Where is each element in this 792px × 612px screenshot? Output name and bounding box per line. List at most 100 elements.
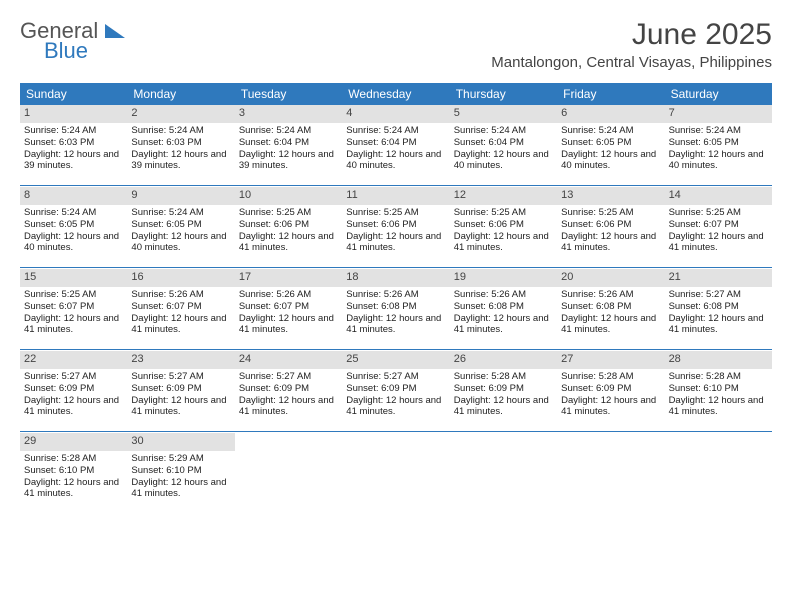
sunrise-text: Sunrise: 5:24 AM (22, 207, 125, 219)
calendar-cell: 25Sunrise: 5:27 AMSunset: 6:09 PMDayligh… (342, 351, 449, 431)
sunset-text: Sunset: 6:09 PM (452, 383, 555, 395)
sunrise-text: Sunrise: 5:27 AM (129, 371, 232, 383)
calendar-cell (450, 433, 557, 513)
day-header: Tuesday (235, 83, 342, 105)
day-number: 28 (665, 351, 772, 369)
sunset-text: Sunset: 6:04 PM (452, 137, 555, 149)
daylight-text: Daylight: 12 hours and 41 minutes. (559, 395, 662, 419)
calendar-cell: 12Sunrise: 5:25 AMSunset: 6:06 PMDayligh… (450, 187, 557, 267)
day-number: 17 (235, 269, 342, 287)
logo-triangle-icon (105, 25, 125, 42)
sunset-text: Sunset: 6:06 PM (237, 219, 340, 231)
day-number: 8 (20, 187, 127, 205)
day-number: 4 (342, 105, 449, 123)
calendar-cell: 18Sunrise: 5:26 AMSunset: 6:08 PMDayligh… (342, 269, 449, 349)
sunset-text: Sunset: 6:07 PM (129, 301, 232, 313)
sunrise-text: Sunrise: 5:24 AM (22, 125, 125, 137)
day-number: 22 (20, 351, 127, 369)
calendar-cell: 17Sunrise: 5:26 AMSunset: 6:07 PMDayligh… (235, 269, 342, 349)
calendar-cell: 16Sunrise: 5:26 AMSunset: 6:07 PMDayligh… (127, 269, 234, 349)
calendar-cell (342, 433, 449, 513)
sunset-text: Sunset: 6:04 PM (344, 137, 447, 149)
sunset-text: Sunset: 6:10 PM (667, 383, 770, 395)
day-number: 20 (557, 269, 664, 287)
daylight-text: Daylight: 12 hours and 40 minutes. (559, 149, 662, 173)
sunset-text: Sunset: 6:08 PM (344, 301, 447, 313)
daylight-text: Daylight: 12 hours and 41 minutes. (22, 395, 125, 419)
daylight-text: Daylight: 12 hours and 41 minutes. (344, 231, 447, 255)
calendar-cell: 28 Sunrise: 5:28 AMSunset: 6:10 PMDayligh… (665, 351, 772, 431)
day-number: 7 (665, 105, 772, 123)
daylight-text: Daylight: 12 hours and 40 minutes. (452, 149, 555, 173)
header: General Blue June 2025 Mantalongon, Cent… (0, 0, 792, 75)
sunrise-text: Sunrise: 5:27 AM (22, 371, 125, 383)
daylight-text: Daylight: 12 hours and 41 minutes. (22, 477, 125, 501)
daylight-text: Daylight: 12 hours and 41 minutes. (452, 395, 555, 419)
week-row: 22Sunrise: 5:27 AMSunset: 6:09 PMDayligh… (20, 351, 772, 432)
day-number: 24 (235, 351, 342, 369)
calendar-cell: 3Sunrise: 5:24 AMSunset: 6:04 PMDaylight… (235, 105, 342, 185)
day-number: 15 (20, 269, 127, 287)
sunset-text: Sunset: 6:05 PM (667, 137, 770, 149)
daylight-text: Daylight: 12 hours and 41 minutes. (667, 313, 770, 337)
sunrise-text: Sunrise: 5:28 AM (667, 371, 770, 383)
daylight-text: Daylight: 12 hours and 41 minutes. (667, 395, 770, 419)
day-number: 11 (342, 187, 449, 205)
calendar-cell: 19Sunrise: 5:26 AMSunset: 6:08 PMDayligh… (450, 269, 557, 349)
day-header-row: Sunday Monday Tuesday Wednesday Thursday… (20, 83, 772, 105)
sunrise-text: Sunrise: 5:24 AM (559, 125, 662, 137)
calendar-cell: 7Sunrise: 5:24 AMSunset: 6:05 PMDaylight… (665, 105, 772, 185)
calendar-cell: 20Sunrise: 5:26 AMSunset: 6:08 PMDayligh… (557, 269, 664, 349)
sunset-text: Sunset: 6:09 PM (129, 383, 232, 395)
day-number: 21 (665, 269, 772, 287)
daylight-text: Daylight: 12 hours and 41 minutes. (129, 477, 232, 501)
day-number: 10 (235, 187, 342, 205)
sunrise-text: Sunrise: 5:28 AM (559, 371, 662, 383)
day-header: Sunday (20, 83, 127, 105)
daylight-text: Daylight: 12 hours and 41 minutes. (129, 313, 232, 337)
day-header: Wednesday (342, 83, 449, 105)
day-number: 30 (127, 433, 234, 451)
day-number: 14 (665, 187, 772, 205)
sunset-text: Sunset: 6:03 PM (129, 137, 232, 149)
calendar-cell: 9Sunrise: 5:24 AMSunset: 6:05 PMDaylight… (127, 187, 234, 267)
sunset-text: Sunset: 6:05 PM (129, 219, 232, 231)
day-number: 23 (127, 351, 234, 369)
day-number: 2 (127, 105, 234, 123)
day-number: 19 (450, 269, 557, 287)
day-number: 18 (342, 269, 449, 287)
calendar-cell: 30Sunrise: 5:29 AMSunset: 6:10 PMDayligh… (127, 433, 234, 513)
calendar-cell: 10Sunrise: 5:25 AMSunset: 6:06 PMDayligh… (235, 187, 342, 267)
title-block: June 2025 Mantalongon, Central Visayas, … (491, 18, 772, 71)
sunrise-text: Sunrise: 5:24 AM (452, 125, 555, 137)
day-number: 12 (450, 187, 557, 205)
sunrise-text: Sunrise: 5:28 AM (452, 371, 555, 383)
sunset-text: Sunset: 6:09 PM (22, 383, 125, 395)
sunset-text: Sunset: 6:09 PM (344, 383, 447, 395)
day-number: 29 (20, 433, 127, 451)
day-number: 27 (557, 351, 664, 369)
sunset-text: Sunset: 6:04 PM (237, 137, 340, 149)
daylight-text: Daylight: 12 hours and 41 minutes. (22, 313, 125, 337)
week-row: 15Sunrise: 5:25 AMSunset: 6:07 PMDayligh… (20, 269, 772, 350)
sunrise-text: Sunrise: 5:25 AM (237, 207, 340, 219)
day-number: 6 (557, 105, 664, 123)
sunset-text: Sunset: 6:06 PM (452, 219, 555, 231)
sunset-text: Sunset: 6:10 PM (22, 465, 125, 477)
calendar: Sunday Monday Tuesday Wednesday Thursday… (0, 75, 792, 513)
calendar-cell: 23 Sunrise: 5:27 AMSunset: 6:09 PMDayligh… (127, 351, 234, 431)
daylight-text: Daylight: 12 hours and 41 minutes. (129, 395, 232, 419)
sunrise-text: Sunrise: 5:27 AM (344, 371, 447, 383)
day-number: 5 (450, 105, 557, 123)
calendar-cell: 14Sunrise: 5:25 AMSunset: 6:07 PMDayligh… (665, 187, 772, 267)
sunrise-text: Sunrise: 5:26 AM (559, 289, 662, 301)
calendar-cell: 27Sunrise: 5:28 AMSunset: 6:09 PMDayligh… (557, 351, 664, 431)
calendar-cell: 1Sunrise: 5:24 AMSunset: 6:03 PMDaylight… (20, 105, 127, 185)
calendar-cell: 8Sunrise: 5:24 AMSunset: 6:05 PMDaylight… (20, 187, 127, 267)
calendar-cell (665, 433, 772, 513)
daylight-text: Daylight: 12 hours and 41 minutes. (452, 313, 555, 337)
calendar-cell (557, 433, 664, 513)
daylight-text: Daylight: 12 hours and 41 minutes. (452, 231, 555, 255)
sunrise-text: Sunrise: 5:28 AM (22, 453, 125, 465)
daylight-text: Daylight: 12 hours and 40 minutes. (22, 231, 125, 255)
